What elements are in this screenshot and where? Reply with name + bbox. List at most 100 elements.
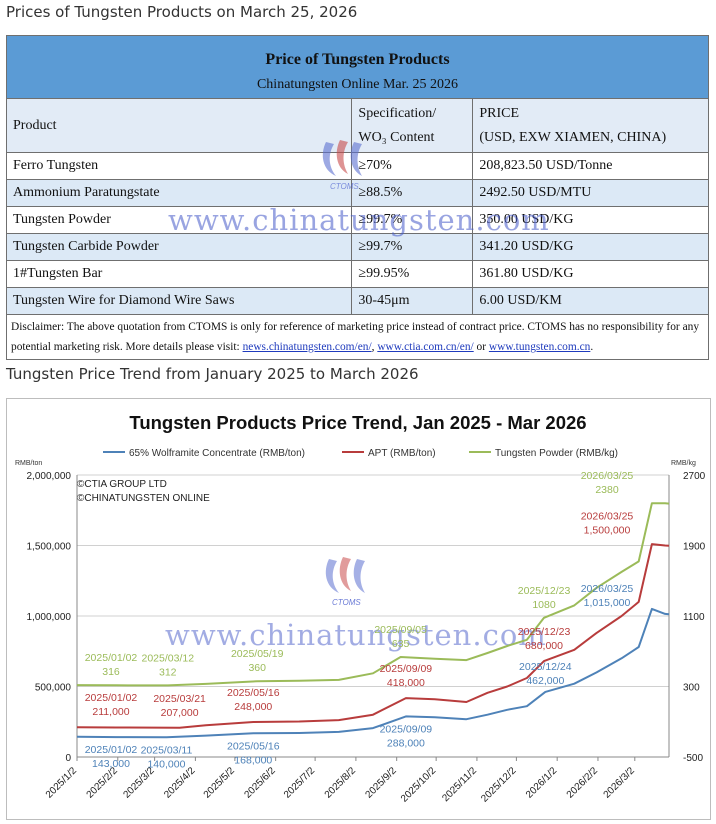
logo-petal — [339, 557, 351, 591]
data-label-date: 2025/12/23 — [518, 585, 571, 597]
table-title: Price of Tungsten Products — [265, 51, 450, 68]
x-tick-label: 2026/3/2 — [602, 765, 638, 801]
data-label-value: 680,000 — [525, 640, 563, 652]
y-left-tick-label: 0 — [65, 753, 71, 764]
price-trend-chart: Tungsten Products Price Trend, Jan 2025 … — [15, 412, 706, 805]
link-news-chinatungsten[interactable]: news.chinatungsten.com/en/ — [242, 341, 372, 353]
chart-watermark: www.chinatungsten.com — [165, 618, 547, 652]
spec-cell: ≥99.7% — [351, 206, 474, 234]
spec-cell: ≥88.5% — [351, 179, 474, 207]
data-label-date: 2025/05/16 — [227, 687, 280, 699]
price-cell: 2492.50 USD/MTU — [472, 179, 709, 207]
data-label-date: 2025/12/23 — [518, 626, 571, 638]
y-right-tick-label: 2700 — [683, 471, 706, 482]
x-tick-label: 2025/2/2 — [85, 765, 121, 801]
y-left-tick-label: 1,500,000 — [27, 542, 72, 553]
data-label-value: 143,000 — [92, 758, 130, 770]
chart-logo-text: CTOMS — [332, 598, 361, 607]
copyright-chinatungsten: ©CHINATUNGSTEN ONLINE — [77, 493, 210, 504]
price-cell: 6.00 USD/KM — [472, 287, 709, 315]
table-title-row: Price of Tungsten Products Chinatungsten… — [6, 35, 709, 99]
x-tick-label: 2025/3/2 — [121, 765, 157, 801]
spec-cell: ≥70% — [351, 152, 474, 180]
disclaimer-sep: , — [371, 341, 378, 353]
data-label-value: 288,000 — [387, 737, 425, 749]
link-tungsten[interactable]: www.tungsten.com.cn — [488, 341, 591, 353]
data-label-date: 2025/09/09 — [380, 663, 433, 675]
header-price-line2: (USD, EXW XIAMEN, CHINA) — [479, 129, 667, 145]
data-label-value: 168,000 — [234, 754, 272, 766]
logo-petal — [353, 559, 365, 593]
x-tick-label: 2025/11/2 — [440, 765, 479, 804]
data-label-date: 2025/01/02 — [85, 744, 138, 756]
data-label-date: 2025/03/12 — [141, 652, 194, 664]
product-cell: Tungsten Powder — [5, 206, 353, 234]
ctoms-logo-text: CTOMS — [330, 182, 359, 191]
data-label-date: 2025/01/02 — [85, 692, 138, 704]
data-label-value: 1080 — [532, 599, 556, 611]
ctoms-logo-icon — [322, 140, 362, 176]
disclaimer-sep: or — [473, 341, 489, 353]
y-right-tick-label: -500 — [683, 753, 703, 764]
product-cell: Ferro Tungsten — [5, 152, 353, 180]
table-row: Tungsten Powder ≥99.7% 350.00 USD/KG — [5, 206, 709, 234]
table-row: Tungsten Wire for Diamond Wire Saws 30-4… — [5, 287, 709, 315]
data-label-value: 462,000 — [526, 675, 564, 687]
data-label-value: 207,000 — [161, 707, 199, 719]
table-title-cell: Price of Tungsten Products Chinatungsten… — [6, 35, 709, 99]
y-left-tick-label: 2,000,000 — [27, 471, 72, 482]
data-label-value: 316 — [102, 666, 120, 678]
series-line — [76, 502, 670, 687]
product-cell: 1#Tungsten Bar — [5, 260, 353, 288]
header-product: Product — [5, 98, 353, 153]
data-label-date: 2025/03/21 — [153, 693, 206, 705]
legend-label-powder: Tungsten Powder (RMB/kg) — [495, 448, 618, 459]
data-label-value: 2380 — [595, 484, 619, 496]
chart-series — [76, 502, 670, 739]
data-label-date: 2025/09/09 — [380, 723, 433, 735]
product-cell: Tungsten Carbide Powder — [5, 233, 353, 261]
link-ctia[interactable]: www.ctia.com.cn/en/ — [377, 341, 474, 353]
x-tick-label: 2025/4/2 — [162, 765, 198, 801]
price-table: Price of Tungsten Products Chinatungsten… — [5, 35, 709, 360]
data-label-value: 140,000 — [147, 758, 185, 770]
data-label-date: 2025/03/11 — [141, 744, 193, 756]
product-cell: Tungsten Wire for Diamond Wire Saws — [5, 287, 353, 315]
data-label-date: 2025/12/24 — [519, 661, 572, 673]
table-subtitle: Chinatungsten Online Mar. 25 2026 — [256, 77, 459, 92]
x-tick-label: 2026/2/2 — [565, 765, 601, 801]
spec-cell: 30-45μm — [351, 287, 474, 315]
header-spec-line1: Specification/ — [358, 105, 437, 121]
price-cell: 208,823.50 USD/Tonne — [472, 152, 709, 180]
disclaimer: Disclaimer: The above quotation from CTO… — [6, 314, 709, 360]
x-tick-label: 2025/10/2 — [399, 765, 439, 805]
logo-petal — [325, 559, 339, 593]
y-right-tick-label: 1100 — [683, 612, 705, 623]
data-label-value: 248,000 — [234, 701, 272, 713]
x-tick-label: 2025/6/2 — [242, 765, 278, 801]
left-axis-unit: RMB/ton — [15, 460, 42, 467]
data-label-value: 635 — [392, 638, 410, 650]
data-label-value: 1,015,000 — [584, 597, 631, 609]
ctoms-logo: CTOMS — [318, 136, 368, 200]
data-label-value: 418,000 — [387, 677, 425, 689]
data-label-date: 2026/03/25 — [581, 511, 634, 523]
header-price: PRICE (USD, EXW XIAMEN, CHINA) — [472, 98, 709, 153]
data-label-value: 312 — [159, 666, 177, 678]
chart-title: Tungsten Products Price Trend, Jan 2025 … — [129, 412, 586, 433]
data-label-date: 2025/01/02 — [85, 652, 138, 664]
data-label-value: 1,500,000 — [584, 525, 631, 537]
legend-label-apt: APT (RMB/ton) — [368, 448, 436, 459]
chart-container: Tungsten Products Price Trend, Jan 2025 … — [6, 398, 711, 820]
data-label-date: 2026/03/25 — [581, 583, 634, 595]
x-tick-label: 2026/1/2 — [524, 765, 560, 801]
page-heading-trend: Tungsten Price Trend from January 2025 t… — [6, 365, 419, 383]
disclaimer-row: Disclaimer: The above quotation from CTO… — [6, 314, 709, 360]
header-price-line1: PRICE — [479, 105, 520, 121]
chart-annotations: 2025/01/02 143,000 2025/03/11 140,000 2025/0… — [85, 470, 634, 770]
y-right-tick-label: 300 — [683, 683, 700, 694]
x-tick-label: 2025/7/2 — [282, 765, 318, 801]
x-tick-label: 2025/5/2 — [202, 765, 238, 801]
table-header-row: Product Specification/WO₃ Content PRICE (… — [5, 98, 709, 153]
y-left-tick-label: 1,000,000 — [27, 612, 72, 623]
